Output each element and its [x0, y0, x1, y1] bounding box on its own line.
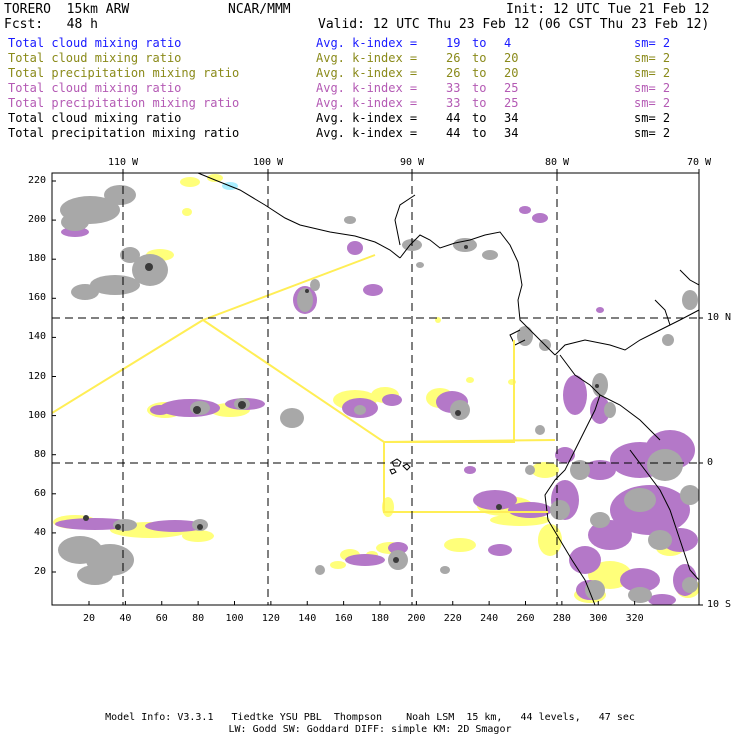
- forecast-hour: Fcst: 48 h: [4, 17, 98, 32]
- grid-x-label: 20: [82, 613, 96, 624]
- grid-x-label: 40: [119, 613, 132, 624]
- legend-k-from: 33: [446, 81, 461, 95]
- legend-k-from: 26: [446, 66, 461, 80]
- legend-k-to: 20: [504, 51, 519, 65]
- latlon-grid: [52, 173, 699, 605]
- legend-to: to: [472, 96, 487, 110]
- legend-smoothing: sm= 2: [634, 96, 671, 110]
- grid-x-label: 60: [155, 613, 168, 624]
- longitude-label: 80 W: [544, 157, 570, 168]
- grid-x-label: 320: [625, 613, 644, 624]
- legend-stat: Avg. k-index =: [316, 96, 418, 110]
- legend-field: Total cloud mixing ratio: [8, 51, 182, 65]
- init-time: Init: 12 UTC Tue 21 Feb 12: [506, 2, 710, 17]
- grid-y-label: 60: [33, 487, 46, 499]
- model-info-line1: Model Info: V3.3.1 Tiedtke YSU PBL Thomp…: [105, 712, 635, 723]
- legend-k-from: 26: [446, 51, 461, 65]
- legend-stat: Avg. k-index =: [316, 51, 418, 65]
- legend-stat: Avg. k-index =: [316, 126, 418, 140]
- grid-y-label: 220: [27, 175, 46, 186]
- legend-field: Total precipitation mixing ratio: [8, 126, 240, 140]
- grid-x-label: 220: [443, 613, 462, 624]
- legend-field: Total cloud mixing ratio: [8, 111, 182, 125]
- k-index-44-34-field: [58, 185, 699, 603]
- grid-y-label: 180: [27, 253, 46, 265]
- legend-smoothing: sm= 2: [634, 126, 671, 140]
- grid-x-label: 100: [225, 613, 244, 624]
- coastlines: [197, 173, 699, 605]
- legend-k-to: 34: [504, 111, 519, 125]
- legend-k-to: 25: [504, 81, 519, 95]
- latitude-label: 10 N: [707, 312, 732, 323]
- legend-to: to: [472, 111, 487, 125]
- longitude-label: 100 W: [252, 157, 284, 168]
- grid-y-label: 140: [27, 331, 46, 343]
- longitude-label: 90 W: [399, 157, 425, 168]
- legend-smoothing: sm= 2: [634, 66, 671, 80]
- legend-k-from: 19: [446, 36, 461, 50]
- legend-stat: Avg. k-index =: [316, 36, 418, 50]
- model-title: TORERO 15km ARW: [4, 2, 130, 17]
- legend-to: to: [472, 51, 487, 65]
- legend-smoothing: sm= 2: [634, 81, 671, 95]
- legend-k-from: 44: [446, 111, 461, 125]
- legend-field: Total precipitation mixing ratio: [8, 66, 240, 80]
- grid-y-label: 160: [27, 292, 46, 304]
- grid-x-label: 140: [298, 613, 317, 624]
- grid-y-label: 20: [33, 566, 46, 577]
- map-frame: [51, 172, 700, 606]
- legend-to: to: [472, 66, 487, 80]
- legend-to: to: [472, 126, 487, 140]
- legend-smoothing: sm= 2: [634, 36, 671, 50]
- grid-y-label: 40: [33, 526, 46, 538]
- legend-field: Total precipitation mixing ratio: [8, 96, 240, 110]
- legend-stat: Avg. k-index =: [316, 66, 418, 80]
- grid-x-label: 120: [261, 613, 280, 624]
- latitude-label: 0: [707, 457, 714, 468]
- grid-x-label: 280: [552, 613, 571, 624]
- latitude-label: 10 S: [707, 599, 732, 610]
- grid-x-label: 260: [516, 613, 535, 624]
- legend-k-to: 25: [504, 96, 519, 110]
- grid-x-label: 180: [370, 613, 390, 624]
- legend-k-from: 33: [446, 96, 461, 110]
- grid-x-label: 300: [589, 613, 608, 624]
- grid-x-label: 160: [334, 613, 353, 624]
- valid-time: Valid: 12 UTC Thu 23 Feb 12 (06 CST Thu …: [318, 17, 710, 32]
- longitude-label: 110 W: [107, 157, 139, 168]
- longitude-label: 70 W: [686, 157, 712, 168]
- legend-k-to: 34: [504, 126, 519, 140]
- legend-field: Total cloud mixing ratio: [8, 81, 182, 95]
- org-label: NCAR/MMM: [228, 2, 291, 17]
- legend-stat: Avg. k-index =: [316, 111, 418, 125]
- grid-x-label: 80: [192, 613, 205, 624]
- nest-domain-boundaries: [52, 254, 556, 513]
- grid-y-label: 120: [27, 370, 46, 382]
- grid-x-label: 200: [407, 613, 426, 624]
- legend-to: to: [472, 36, 487, 50]
- legend-k-from: 44: [446, 126, 461, 140]
- grid-y-label: 200: [27, 214, 46, 226]
- legend-to: to: [472, 81, 487, 95]
- legend-field: Total cloud mixing ratio: [8, 36, 182, 50]
- legend-smoothing: sm= 2: [634, 111, 671, 125]
- grid-x-label: 240: [480, 613, 499, 624]
- legend-smoothing: sm= 2: [634, 51, 671, 65]
- legend-k-to: 4: [504, 36, 512, 50]
- axis-tickmarks: [52, 169, 703, 606]
- legend-stat: Avg. k-index =: [316, 81, 418, 95]
- legend-k-to: 20: [504, 66, 519, 80]
- grid-y-label: 80: [33, 448, 46, 460]
- convective-cores: [83, 245, 599, 563]
- model-info-line2: LW: Godd SW: Goddard DIFF: simple KM: 2D…: [228, 724, 512, 735]
- grid-y-label: 100: [27, 409, 46, 421]
